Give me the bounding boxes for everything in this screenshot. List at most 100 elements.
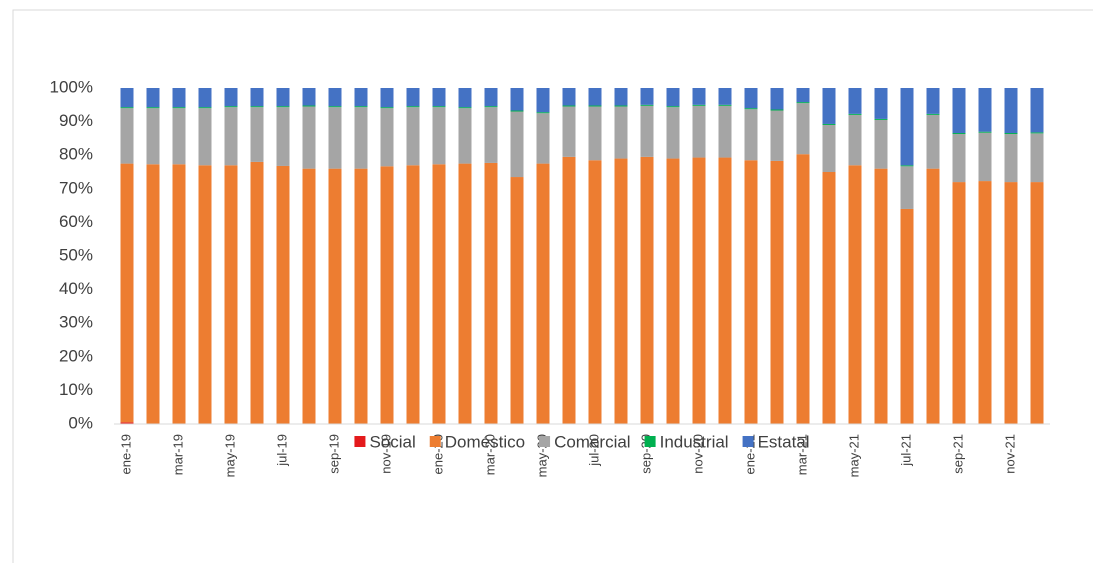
bar-segment bbox=[770, 88, 784, 110]
bar-segment bbox=[120, 163, 134, 423]
bar-segment bbox=[1030, 182, 1044, 424]
bar-segment bbox=[796, 103, 810, 155]
bar-segment bbox=[536, 113, 550, 164]
bar-segment bbox=[536, 88, 550, 113]
y-tick-label: 50% bbox=[59, 245, 93, 264]
x-tick-label: may-21 bbox=[846, 434, 861, 477]
bar-segment bbox=[224, 165, 238, 424]
bar-segment bbox=[146, 107, 160, 109]
bar-segment bbox=[718, 88, 732, 105]
bar-segment bbox=[1004, 133, 1018, 135]
bar-segment bbox=[900, 208, 914, 424]
bar-segment bbox=[510, 111, 524, 178]
y-tick-label: 70% bbox=[59, 178, 93, 197]
bar-segment bbox=[562, 156, 576, 424]
bar-segment bbox=[1030, 132, 1044, 134]
bar-segment bbox=[328, 106, 342, 108]
bar-segment bbox=[822, 88, 836, 124]
bar-segment bbox=[276, 88, 290, 107]
bar-segment bbox=[666, 88, 680, 107]
legend-label: Industrial bbox=[660, 432, 729, 451]
bar-segment bbox=[666, 106, 680, 108]
bar-segment bbox=[744, 109, 758, 161]
y-tick-label: 60% bbox=[59, 212, 93, 231]
bar-segment bbox=[770, 160, 784, 424]
bar-segment bbox=[380, 166, 394, 424]
bar-segment bbox=[718, 157, 732, 424]
bar-segment bbox=[848, 114, 862, 166]
bar-segment bbox=[510, 177, 524, 424]
bar-segment bbox=[874, 168, 888, 424]
bar-segment bbox=[926, 113, 940, 115]
legend-swatch bbox=[539, 436, 551, 447]
bar-segment bbox=[874, 118, 888, 120]
y-tick-label: 40% bbox=[59, 279, 93, 298]
x-tick-label: mar-21 bbox=[794, 434, 809, 475]
legend-swatch bbox=[429, 436, 441, 447]
bar-segment bbox=[718, 105, 732, 158]
bar-segment bbox=[848, 113, 862, 115]
bar-segment bbox=[1030, 133, 1044, 183]
bar-segment bbox=[744, 160, 758, 424]
bar-segment bbox=[302, 105, 316, 107]
legend-label: Estatal bbox=[758, 432, 810, 451]
x-tick-label: nov-20 bbox=[690, 434, 705, 474]
bar-segment bbox=[484, 88, 498, 107]
bar-segment bbox=[978, 131, 992, 133]
legend-swatch bbox=[354, 436, 366, 447]
bar-segment bbox=[484, 162, 498, 424]
bar-segment bbox=[692, 88, 706, 105]
bar-segment bbox=[536, 112, 550, 114]
x-tick-label: sep-21 bbox=[950, 434, 965, 474]
bar-segment bbox=[900, 88, 914, 166]
bar-segment bbox=[588, 105, 602, 107]
bar-segment bbox=[198, 107, 212, 109]
bar-segment bbox=[146, 88, 160, 108]
bar-segment bbox=[172, 88, 186, 108]
bar-segment bbox=[224, 88, 238, 107]
bar-segment bbox=[614, 106, 628, 159]
bar-segment bbox=[1030, 88, 1044, 133]
legend-swatch bbox=[644, 436, 656, 447]
y-tick-label: 30% bbox=[59, 313, 93, 332]
bar-segment bbox=[770, 110, 784, 161]
bar-segment bbox=[874, 88, 888, 119]
bar-segment bbox=[484, 107, 498, 163]
bar-segment bbox=[172, 108, 186, 165]
bar-segment bbox=[952, 134, 966, 183]
x-tick-label: jul-20 bbox=[586, 434, 601, 467]
bar-segment bbox=[744, 108, 758, 110]
legend-label: Social bbox=[369, 432, 415, 451]
bar-segment bbox=[302, 168, 316, 424]
x-tick-label: sep-19 bbox=[326, 434, 341, 474]
bar-segment bbox=[978, 181, 992, 424]
bar-segment bbox=[224, 107, 238, 166]
bar-segment bbox=[276, 107, 290, 166]
bar-segment bbox=[380, 107, 394, 109]
bar-segment bbox=[770, 109, 784, 111]
bar-segment bbox=[614, 105, 628, 107]
bar-segment bbox=[458, 163, 472, 424]
legend-label: Comercial bbox=[554, 432, 631, 451]
bar-segment bbox=[1004, 182, 1018, 424]
bar-segment bbox=[354, 88, 368, 107]
bar-segment bbox=[952, 88, 966, 134]
legend-label: Doméstico bbox=[445, 432, 525, 451]
chart-frame bbox=[12, 9, 1093, 563]
bar-segment bbox=[198, 88, 212, 108]
bar-segment bbox=[250, 106, 264, 108]
bar-segment bbox=[120, 108, 134, 164]
bar-segment bbox=[796, 154, 810, 424]
y-tick-label: 80% bbox=[59, 145, 93, 164]
legend-swatch bbox=[742, 436, 754, 447]
bar-segment bbox=[120, 107, 134, 109]
bar-segment bbox=[250, 88, 264, 107]
bar-segment bbox=[978, 88, 992, 132]
x-tick-label: jul-21 bbox=[898, 434, 913, 467]
y-tick-label: 90% bbox=[59, 111, 93, 130]
bar-segment bbox=[198, 108, 212, 166]
bar-segment bbox=[198, 165, 212, 424]
bar-segment bbox=[822, 124, 836, 172]
bar-segment bbox=[172, 107, 186, 109]
